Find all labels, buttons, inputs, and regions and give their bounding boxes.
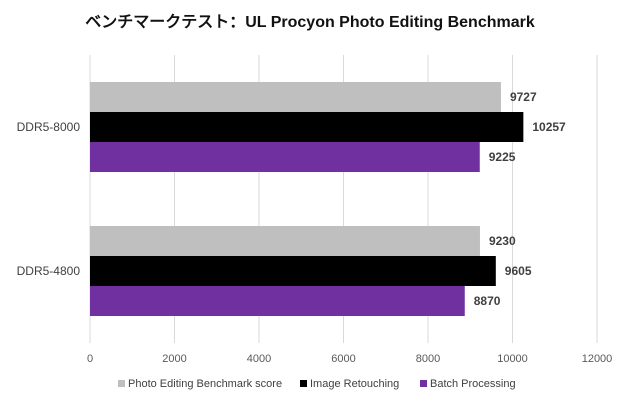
legend-label: Batch Processing (430, 378, 516, 390)
category-label: DDR5-8000 (17, 120, 81, 134)
bar (90, 82, 501, 112)
legend-swatch (300, 380, 307, 387)
x-tick-label: 2000 (162, 353, 186, 365)
category-label: DDR5-4800 (17, 264, 81, 278)
bar (90, 112, 524, 142)
data-label: 10257 (532, 120, 566, 134)
legend-swatch (118, 380, 125, 387)
chart-title: ベンチマークテスト：UL Procyon Photo Editing Bench… (85, 13, 535, 31)
x-tick-label: 0 (87, 353, 93, 365)
data-label: 9225 (489, 150, 516, 164)
x-tick-label: 12000 (582, 353, 613, 365)
data-label: 8870 (474, 294, 501, 308)
bar (90, 286, 465, 316)
bar (90, 256, 496, 286)
legend-label: Photo Editing Benchmark score (128, 378, 282, 390)
x-tick-label: 4000 (247, 353, 271, 365)
x-tick-label: 6000 (331, 353, 355, 365)
data-label: 9605 (505, 264, 532, 278)
legend-swatch (420, 380, 427, 387)
data-label: 9230 (489, 234, 516, 248)
x-tick-label: 10000 (497, 353, 528, 365)
x-tick-label: 8000 (416, 353, 440, 365)
bar (90, 226, 480, 256)
data-label: 9727 (510, 90, 537, 104)
legend-label: Image Retouching (310, 378, 399, 390)
bar (90, 142, 480, 172)
